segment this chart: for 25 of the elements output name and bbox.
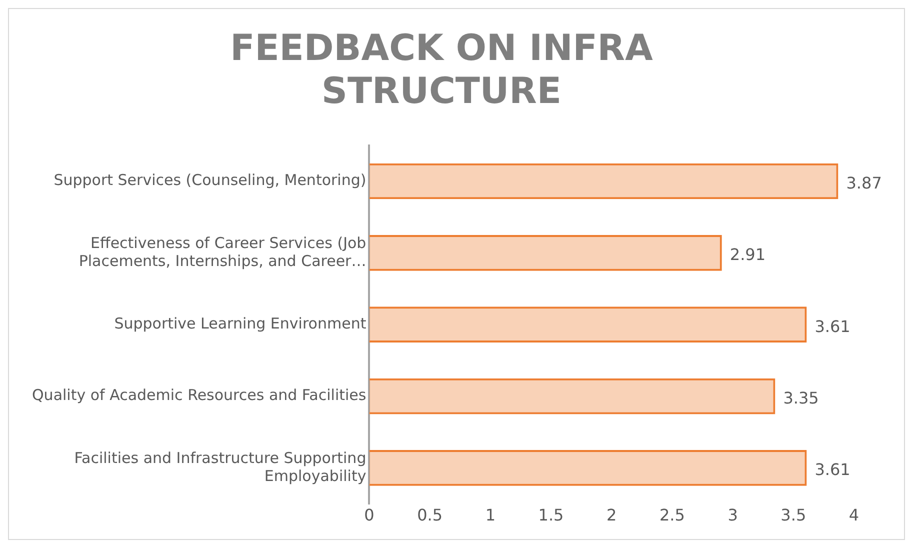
bar: [369, 306, 807, 343]
y-tick-label: Supportive Learning Environment: [114, 314, 366, 332]
x-tick-label: 0: [364, 506, 374, 525]
x-tick-label: 3.5: [780, 506, 806, 525]
data-label: 3.35: [783, 388, 819, 408]
x-tick-label: 1: [485, 506, 496, 525]
y-tick-label: Support Services (Counseling, Mentoring): [54, 171, 366, 190]
chart-title: FEEDBACK ON INFRA STRUCTURE: [230, 28, 654, 112]
bar: [369, 235, 722, 271]
bar: [369, 450, 807, 486]
y-tick-label: Quality of Academic Resources and Facilities: [32, 386, 366, 404]
data-label: 2.91: [730, 245, 766, 264]
y-tick-label: Effectiveness of Career Services (Job Placements, Internships, and Career…: [78, 234, 366, 270]
bar: [369, 378, 776, 414]
x-tick-label: 0.5: [417, 506, 443, 525]
x-tick-label: 2.5: [659, 506, 685, 525]
bar: [369, 163, 838, 200]
x-tick-label: 4: [848, 506, 860, 525]
x-tick-label: 1.5: [538, 506, 564, 525]
x-tick-label: 3: [728, 506, 738, 525]
data-label: 3.61: [814, 460, 850, 480]
data-label: 3.61: [814, 316, 850, 336]
x-tick-label: 2: [606, 506, 617, 525]
y-tick-label: Facilities and Infrastructure Supporting Employability: [74, 448, 366, 485]
data-label: 3.87: [846, 173, 882, 192]
